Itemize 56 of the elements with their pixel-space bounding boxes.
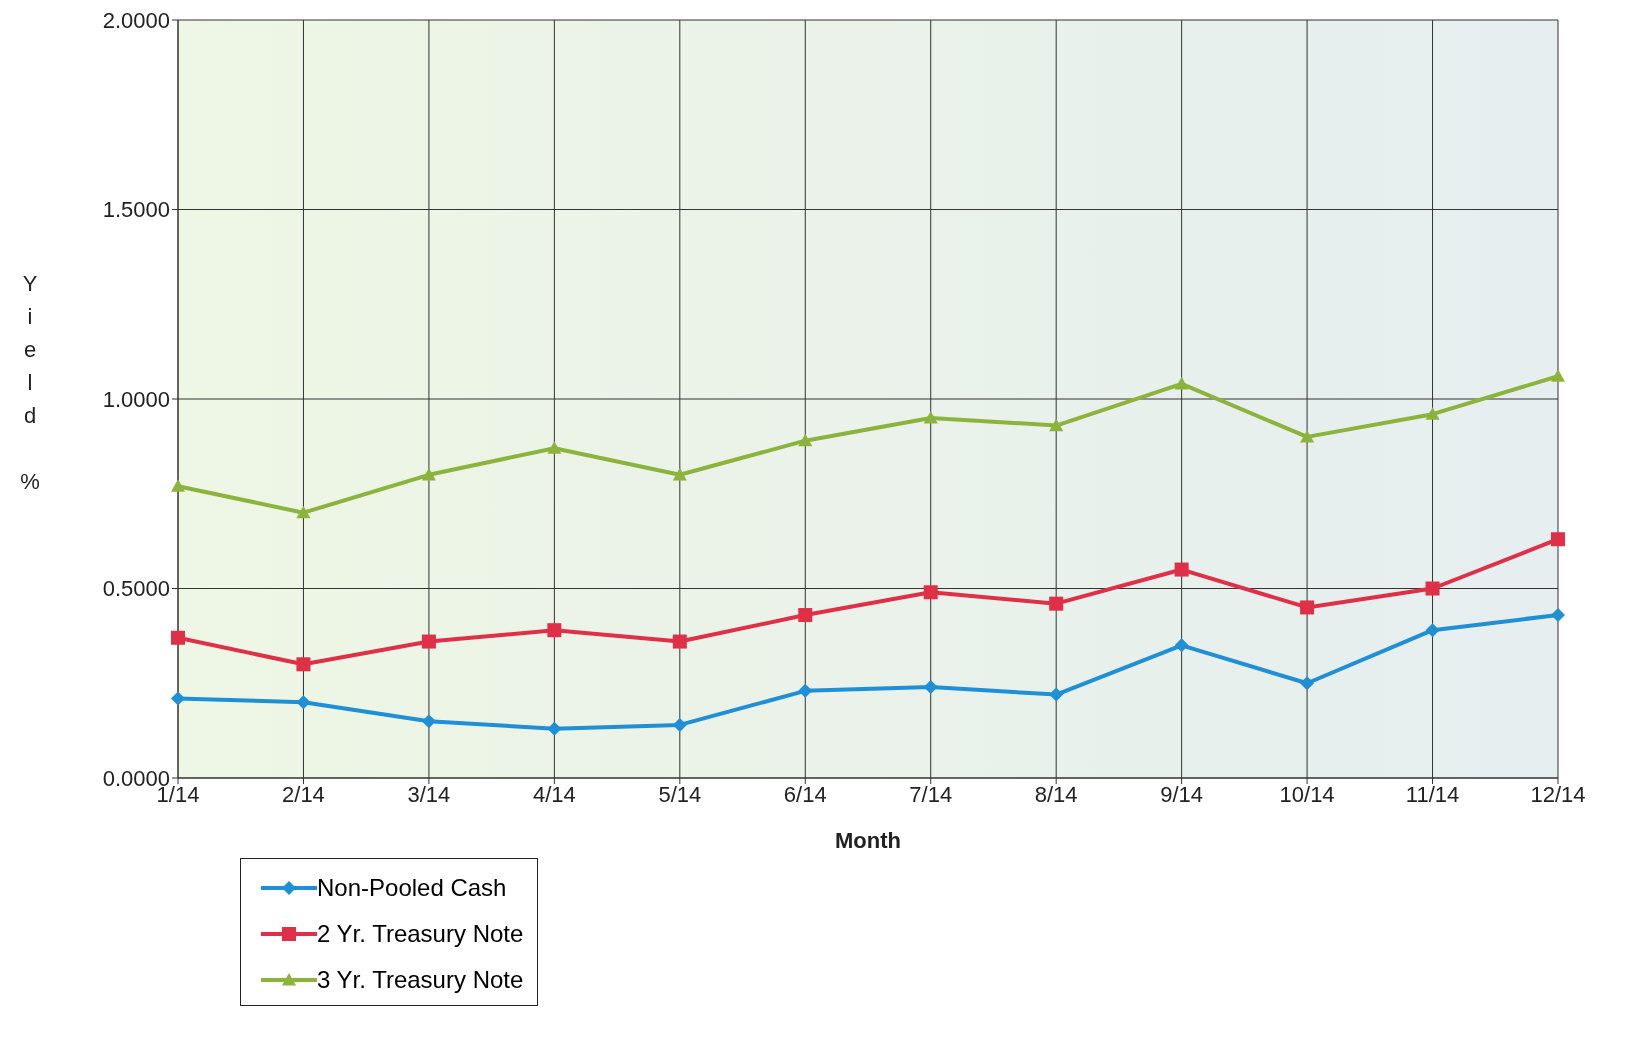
point — [547, 441, 562, 454]
x-tick-label: 9/14 — [1160, 781, 1204, 807]
x-tick-label: 2/14 — [282, 781, 325, 807]
legend-label: 2 Yr. Treasury Note — [317, 920, 524, 948]
x-tick-label: 6/14 — [783, 781, 827, 807]
x-tick-label: 5/14 — [658, 781, 702, 807]
point — [798, 608, 813, 623]
x-tick-label: 4/14 — [532, 781, 576, 807]
y-tick-label: 1.5000 — [102, 197, 170, 223]
point — [1300, 429, 1315, 443]
point — [1300, 676, 1315, 691]
x-tick-label: 8/14 — [1034, 781, 1078, 807]
x-tick-label: 11/14 — [1405, 781, 1460, 807]
x-tick-label: 7/14 — [909, 781, 953, 807]
point — [672, 717, 687, 732]
x-tick-label: 12/14 — [1530, 781, 1586, 807]
point — [1174, 376, 1189, 390]
point — [1049, 596, 1064, 611]
point — [798, 433, 813, 447]
legend-label: 3 Yr. Treasury Note — [317, 966, 524, 994]
point — [296, 657, 311, 672]
point — [1049, 418, 1064, 432]
legend-label: Non-Pooled Cash — [317, 874, 507, 902]
point — [1425, 623, 1440, 638]
point — [1425, 581, 1440, 596]
point — [547, 721, 562, 736]
point — [296, 505, 311, 519]
x-tick-label: 3/14 — [407, 781, 451, 807]
point — [672, 634, 687, 649]
point — [1049, 687, 1064, 702]
point — [923, 585, 938, 600]
x-tick-label: 10/14 — [1279, 781, 1335, 807]
point — [923, 680, 938, 695]
point — [798, 683, 813, 698]
point — [171, 479, 185, 492]
point — [1300, 600, 1315, 615]
point — [923, 410, 938, 424]
y-tick-label: 0.5000 — [102, 576, 170, 602]
point — [171, 630, 185, 645]
y-tick-label: 1.0000 — [102, 386, 170, 412]
point — [1551, 532, 1565, 547]
point — [421, 467, 436, 481]
point — [1551, 608, 1565, 623]
point — [421, 714, 436, 729]
y-tick-label: 2.0000 — [102, 7, 170, 33]
point — [1174, 562, 1189, 577]
point — [1551, 369, 1565, 382]
point — [1174, 638, 1189, 653]
point — [296, 695, 311, 710]
text: Yield % — [20, 271, 40, 494]
point — [672, 467, 687, 481]
x-axis-title: Month — [835, 828, 901, 853]
point — [1425, 407, 1440, 420]
point — [171, 691, 185, 706]
point — [547, 623, 562, 638]
point — [421, 634, 436, 649]
